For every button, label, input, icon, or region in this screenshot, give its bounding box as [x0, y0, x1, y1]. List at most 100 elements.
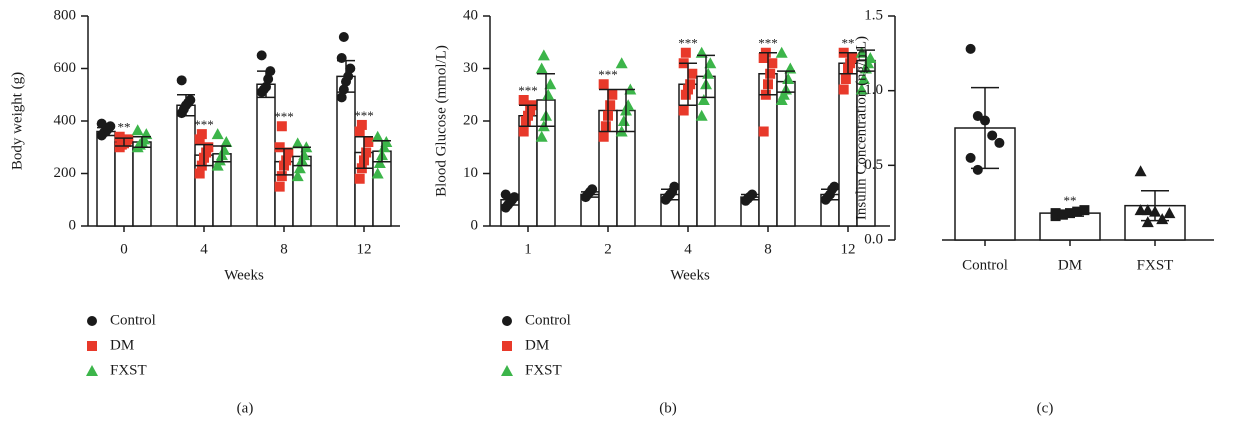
legend-label: DM [110, 337, 134, 353]
y-tick-label: 0.5 [864, 157, 883, 173]
data-point [338, 32, 349, 42]
data-point [765, 68, 776, 79]
data-point [123, 134, 134, 145]
y-tick-label: 400 [54, 112, 77, 128]
panel-caption: (a) [237, 400, 254, 416]
legend-marker [502, 341, 512, 351]
data-point [1156, 213, 1169, 225]
significance-label: *** [274, 109, 294, 124]
data-point [987, 130, 998, 141]
data-point [840, 74, 851, 84]
panel-caption: (c) [1037, 400, 1054, 416]
data-point [518, 95, 529, 105]
bar [176, 104, 196, 227]
data-point [336, 53, 347, 63]
x-tick-label: 4 [684, 241, 692, 257]
significance-label: ** [1064, 193, 1077, 208]
data-point [1141, 216, 1154, 228]
bar [96, 130, 116, 227]
data-point [525, 105, 536, 116]
data-point [105, 121, 116, 132]
data-point [864, 52, 877, 63]
data-point [274, 142, 285, 153]
bar [132, 141, 152, 227]
x-tick-label: FXST [1137, 257, 1174, 273]
x-axis-label: Weeks [224, 267, 264, 283]
x-tick-label: 2 [604, 241, 612, 257]
data-point [537, 49, 550, 61]
data-point [782, 73, 795, 84]
data-point [587, 184, 598, 195]
significance-label: ** [842, 36, 855, 51]
y-tick-label: 20 [463, 112, 478, 128]
data-point [704, 57, 717, 69]
data-point [845, 58, 856, 69]
x-axis-label: Weeks [670, 267, 710, 283]
data-point [847, 53, 858, 63]
data-point [617, 115, 630, 126]
data-point [855, 46, 868, 58]
legend-marker [86, 365, 98, 376]
data-point [281, 155, 292, 166]
data-point [758, 126, 769, 137]
y-axis-label: Body weight (g) [9, 72, 25, 170]
data-point [1057, 209, 1068, 220]
data-point [600, 121, 611, 132]
data-point [185, 95, 196, 105]
data-point [371, 167, 384, 179]
data-point [685, 79, 696, 90]
data-point [615, 57, 628, 69]
legend-marker [87, 316, 97, 326]
data-point [695, 109, 708, 121]
y-tick-label: 200 [54, 165, 77, 181]
data-point [702, 67, 715, 79]
x-tick-label: 4 [200, 241, 208, 257]
y-axis-label: Blood Glucose (mmol/L) [433, 45, 449, 197]
legend-marker [87, 341, 97, 351]
data-point [680, 89, 691, 100]
data-point [256, 50, 267, 61]
x-tick-label: 8 [764, 241, 772, 257]
y-tick-label: 1.0 [864, 82, 883, 98]
legend-label: FXST [110, 362, 147, 378]
data-point [535, 62, 548, 74]
significance-label: *** [598, 67, 618, 82]
x-tick-label: 12 [357, 241, 372, 257]
y-tick-label: 0 [69, 217, 77, 233]
data-point [775, 46, 788, 58]
data-point [131, 124, 144, 136]
data-point [201, 147, 212, 158]
data-point [607, 89, 618, 100]
y-tick-label: 0.0 [864, 231, 883, 247]
data-point [354, 126, 365, 137]
legend-marker [502, 316, 512, 326]
data-point [1163, 207, 1176, 219]
data-point [194, 134, 205, 145]
data-point [994, 137, 1005, 148]
x-tick-label: DM [1058, 257, 1082, 273]
data-point [196, 129, 207, 140]
significance-label: *** [194, 117, 214, 132]
significance-label: *** [518, 83, 538, 98]
panel-caption: (b) [659, 400, 677, 416]
data-point [972, 164, 983, 175]
data-point [1072, 206, 1083, 217]
data-point [1079, 205, 1090, 216]
y-tick-label: 10 [463, 165, 478, 181]
data-point [283, 147, 294, 158]
x-tick-label: 8 [280, 241, 288, 257]
data-point [293, 162, 306, 174]
data-point [176, 75, 187, 86]
significance-label: *** [758, 36, 778, 51]
data-point [354, 173, 365, 184]
data-point [291, 170, 304, 182]
data-point [274, 181, 285, 192]
data-point [276, 171, 287, 182]
data-point [1134, 204, 1147, 216]
data-point [345, 63, 356, 74]
data-point [114, 131, 125, 142]
significance-label: ** [118, 120, 131, 135]
data-point [373, 157, 386, 168]
data-point [218, 143, 231, 155]
data-point [211, 128, 224, 140]
